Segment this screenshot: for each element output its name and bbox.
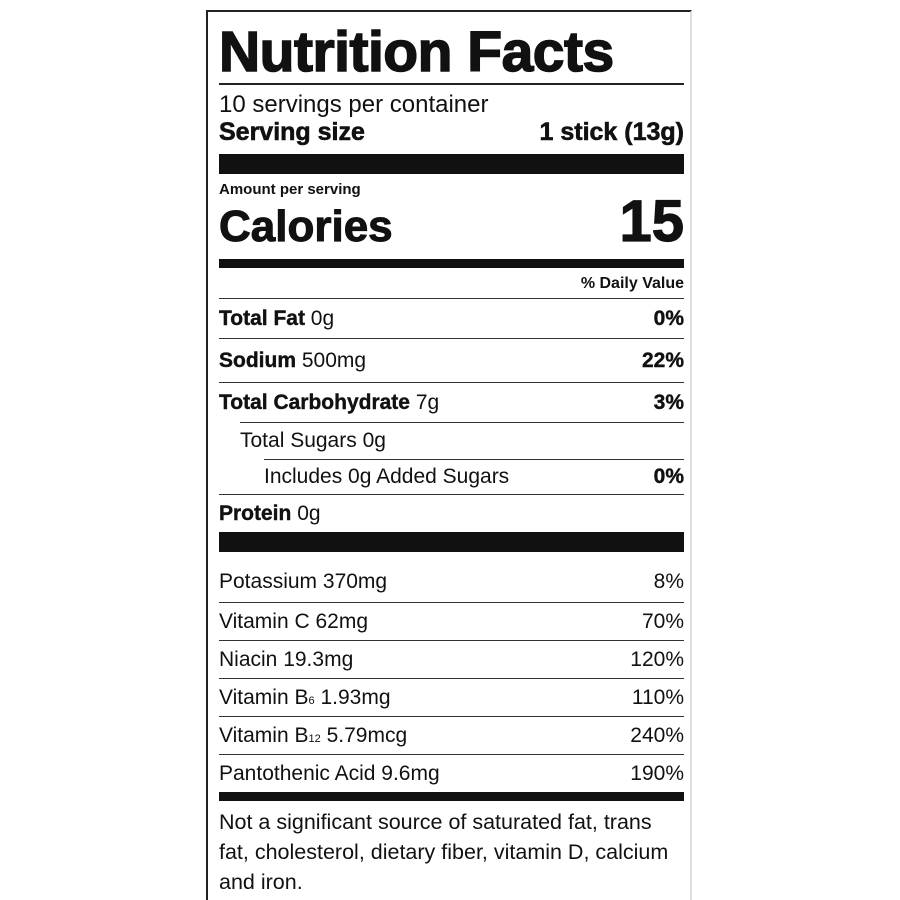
vitamin-dv: 8% [653,570,684,593]
nutrient-name: Total Carbohydrate [219,390,410,414]
vitamin-name: Pantothenic Acid [219,761,376,785]
nutrient-row-added-sugars: Includes 0g Added Sugars 0% [264,459,684,494]
nutrient-amount: 500mg [301,348,367,372]
thick-divider [219,532,684,552]
vitamin-name: Potassium [219,570,318,593]
nutrient-dv: 3% [653,390,684,414]
vitamin-name: Vitamin B [219,685,309,709]
label-title: Nutrition Facts [218,20,615,84]
nutrient-row-total-carbohydrate: Total Carbohydrate 7g 3% [219,382,684,422]
nutrient-row-total-sugars: Total Sugars 0g [240,422,684,459]
serving-size-label: Serving size [219,118,366,147]
vitamin-amount: 62mg [315,609,369,633]
nutrient-amount: 0g [362,429,386,452]
nutrient-name: Protein [219,501,292,525]
thick-divider [219,154,684,174]
nutrient-dv: 0% [653,465,684,488]
nutrient-row-protein: Protein 0g [219,494,684,532]
calories-label: Calories [219,202,394,251]
serving-size-value: 1 stick (13g) [539,118,684,147]
vitamin-subscript: 6 [308,694,315,707]
vitamin-dv: 240% [630,723,684,747]
nutrient-row-total-fat: Total Fat 0g 0% [219,298,684,338]
vitamin-row-vitamin-b6: Vitamin B6 1.93mg 110% [219,678,684,716]
nutrient-name: Includes 0g Added Sugars [264,465,510,488]
vitamin-dv: 190% [630,761,684,785]
vitamin-dv: 70% [641,609,684,633]
serving-size: Serving size 1 stick (13g) [219,118,685,147]
medium-divider [219,792,684,801]
vitamin-name: Vitamin C [219,609,310,633]
vitamin-amount: 5.79mcg [326,723,408,747]
daily-value-header: % Daily Value [580,275,684,292]
nutrient-amount: 7g [415,390,440,414]
vitamin-dv: 120% [630,647,684,671]
divider [219,83,684,85]
vitamin-row-pantothenic-acid: Pantothenic Acid 9.6mg 190% [219,754,684,792]
servings-per-container: 10 servings per container [219,91,489,118]
amount-per-serving: Amount per serving [219,181,361,198]
vitamin-amount: 370mg [322,570,388,593]
vitamin-row-potassium: Potassium 370mg 8% [219,552,684,602]
vitamins-section: Potassium 370mg 8% Vitamin C 62mg 70% Ni… [219,552,684,792]
footnote: Not a significant source of saturated fa… [219,810,669,894]
nutrient-dv: 0% [653,306,684,330]
vitamin-name: Niacin [219,647,278,671]
nutrient-amount: 0g [297,501,321,525]
vitamin-row-vitamin-c: Vitamin C 62mg 70% [219,602,684,640]
calories-row: Calories 15 [219,192,685,251]
nutrient-name: Total Sugars [240,429,357,452]
calories-value: 15 [619,189,685,254]
vitamin-amount: 9.6mg [381,761,440,785]
nutrition-facts-label: Nutrition Facts 10 servings per containe… [206,10,692,900]
vitamin-name: Vitamin B [219,723,309,747]
vitamin-subscript: 12 [308,732,321,745]
nutrient-name: Total Fat [219,306,305,330]
vitamin-amount: 1.93mg [320,685,391,709]
vitamin-row-vitamin-b12: Vitamin B12 5.79mcg 240% [219,716,684,754]
nutrient-dv: 22% [641,348,684,372]
vitamin-dv: 110% [631,685,684,709]
nutrient-row-sodium: Sodium 500mg 22% [219,338,684,382]
vitamin-amount: 19.3mg [283,647,354,671]
vitamin-row-niacin: Niacin 19.3mg 120% [219,640,684,678]
nutrient-name: Sodium [219,348,296,372]
medium-divider [219,259,684,268]
nutrient-amount: 0g [310,306,335,330]
